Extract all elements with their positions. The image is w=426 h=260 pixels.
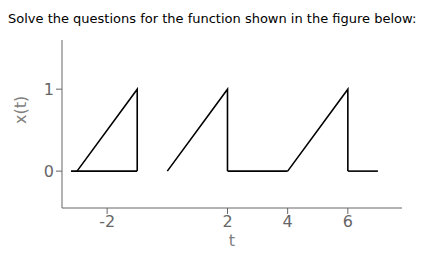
svg-text:6: 6 xyxy=(343,212,353,231)
svg-text:1: 1 xyxy=(44,80,54,99)
svg-text:x(t): x(t) xyxy=(11,96,30,124)
svg-text:0: 0 xyxy=(44,162,54,181)
svg-text:2: 2 xyxy=(222,212,232,231)
svg-text:4: 4 xyxy=(283,212,293,231)
html-text:Solve the questions for the fu: Solve the questions for the function sho… xyxy=(8,11,417,26)
svg-text:t: t xyxy=(229,231,235,250)
svg-text:-2: -2 xyxy=(99,212,115,231)
